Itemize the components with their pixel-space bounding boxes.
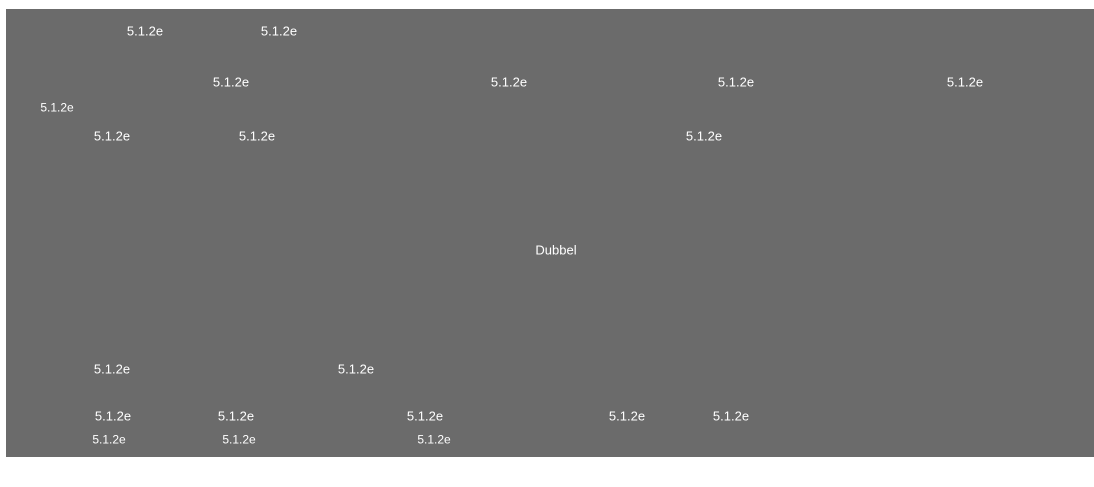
redaction-label: 5.1.2e bbox=[417, 432, 451, 447]
redaction-label: 5.1.2e bbox=[238, 128, 276, 144]
redaction-label: 5.1.2e bbox=[608, 408, 646, 424]
redaction-label: 5.1.2e bbox=[685, 128, 723, 144]
redaction-label: 5.1.2e bbox=[712, 408, 750, 424]
redaction-label: 5.1.2e bbox=[717, 74, 755, 90]
center-label: Dubbel bbox=[535, 242, 577, 258]
redaction-label: 5.1.2e bbox=[222, 432, 256, 447]
redaction-label: 5.1.2e bbox=[126, 23, 164, 39]
redaction-label: 5.1.2e bbox=[260, 23, 298, 39]
redaction-label: 5.1.2e bbox=[93, 361, 131, 377]
redaction-label: 5.1.2e bbox=[212, 74, 250, 90]
redaction-label: 5.1.2e bbox=[490, 74, 528, 90]
redacted-document-canvas: 5.1.2e 5.1.2e 5.1.2e 5.1.2e 5.1.2e 5.1.2… bbox=[6, 9, 1094, 457]
redaction-label: 5.1.2e bbox=[406, 408, 444, 424]
redaction-label: 5.1.2e bbox=[946, 74, 984, 90]
redaction-label: 5.1.2e bbox=[94, 408, 132, 424]
redaction-label: 5.1.2e bbox=[40, 100, 74, 115]
redaction-label: 5.1.2e bbox=[337, 361, 375, 377]
redaction-label: 5.1.2e bbox=[93, 128, 131, 144]
redaction-label: 5.1.2e bbox=[217, 408, 255, 424]
redaction-label: 5.1.2e bbox=[92, 432, 126, 447]
